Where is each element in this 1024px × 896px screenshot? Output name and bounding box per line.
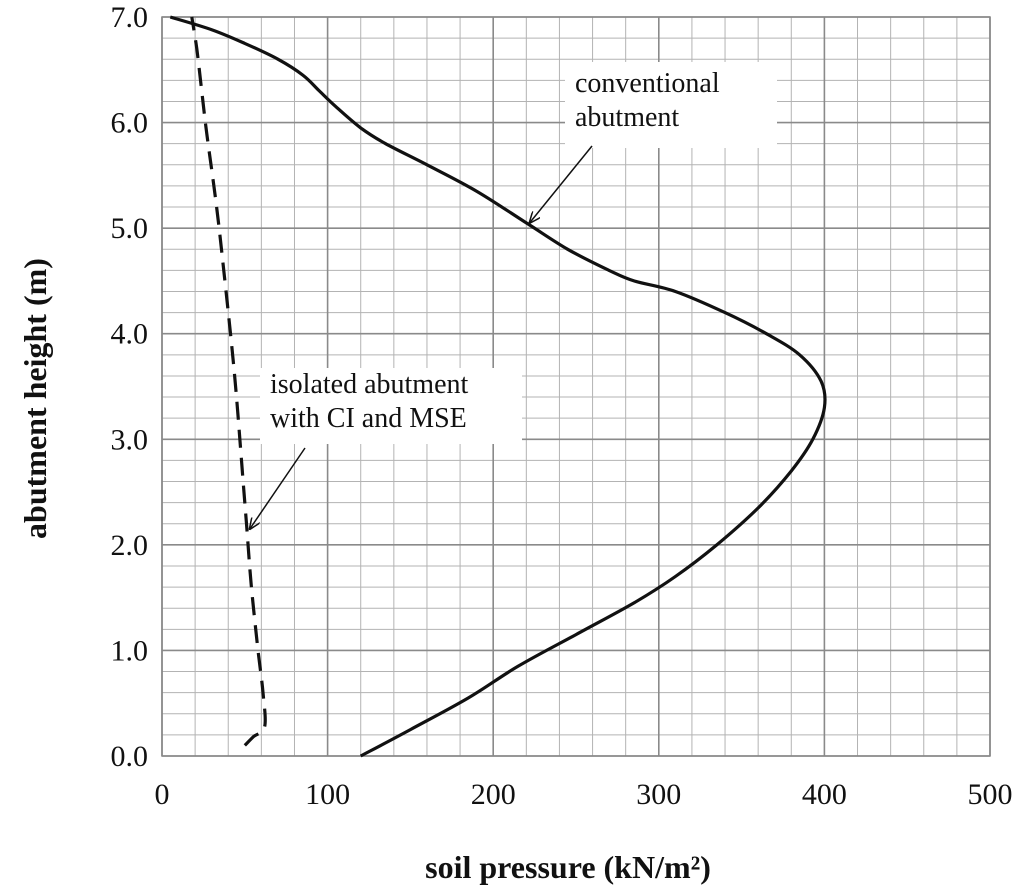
y-tick-label: 7.0 [111,1,149,34]
y-tick-label: 5.0 [111,212,149,245]
x-tick-label: 500 [968,778,1013,811]
x-axis-title: soil pressure (kN/m²) [425,849,711,885]
annotation-box [565,62,777,148]
series-line-conventional [169,15,827,758]
y-tick-label: 2.0 [111,529,149,562]
series-line-isolated [190,16,267,747]
y-tick-label: 1.0 [111,634,149,667]
x-tick-label: 100 [305,778,350,811]
y-tick-labels: 0.0 1.0 2.0 3.0 4.0 5.0 6.0 7.0 [111,1,149,773]
y-tick-label: 6.0 [111,107,149,140]
annotation-text: isolated abutment [270,369,469,400]
series-layer [169,15,827,758]
annotation-text: with CI and MSE [270,403,467,434]
y-tick-label: 0.0 [111,740,149,773]
plot-frame [161,16,991,757]
x-tick-labels: 0 100 200 300 400 500 [155,778,1013,811]
x-tick-label: 0 [155,778,170,811]
y-axis-title: abutment height (m) [17,258,53,539]
y-tick-label: 3.0 [111,423,149,456]
annotation-text: abutment [575,102,679,133]
x-tick-label: 200 [471,778,516,811]
annotation-box [260,368,522,444]
annotation-text: conventional [575,68,720,99]
x-tick-label: 400 [802,778,847,811]
annotation-arrow [250,447,306,529]
annotation-arrow [530,145,593,223]
y-tick-label: 4.0 [111,318,149,351]
x-tick-label: 300 [636,778,681,811]
